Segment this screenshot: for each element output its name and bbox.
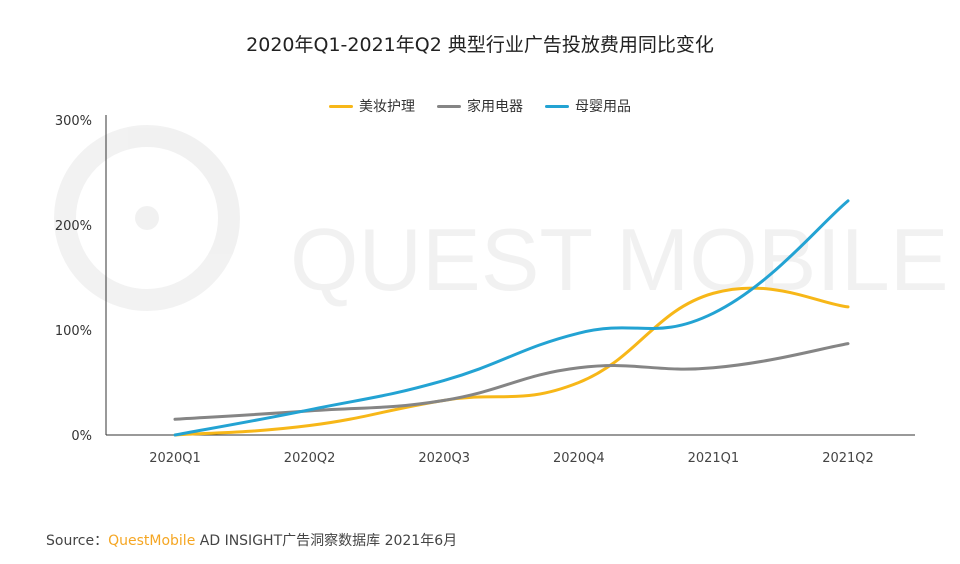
series-line-母婴用品 bbox=[173, 199, 850, 437]
x-tick-label: 2021Q1 bbox=[688, 451, 740, 466]
x-tick-label: 2020Q1 bbox=[149, 451, 201, 466]
legend-label: 美妆护理 bbox=[359, 99, 415, 115]
legend-label: 家用电器 bbox=[467, 99, 523, 115]
y-tick-label: 100% bbox=[55, 324, 92, 339]
legend-item-beauty[interactable]: 美妆护理 bbox=[329, 96, 415, 116]
source-brand: QuestMobile bbox=[108, 533, 196, 549]
y-tick-label: 200% bbox=[55, 219, 92, 234]
svg-text:QUEST MOBILE: QUEST MOBILE bbox=[290, 210, 949, 309]
x-tick-label: 2020Q2 bbox=[284, 451, 336, 466]
legend-item-baby[interactable]: 母婴用品 bbox=[545, 96, 631, 116]
series-line-美妆护理 bbox=[173, 286, 850, 437]
x-tick-label: 2020Q3 bbox=[418, 451, 470, 466]
legend-label: 母婴用品 bbox=[575, 99, 631, 115]
source-text: AD INSIGHT广告洞察数据库 2021年6月 bbox=[195, 533, 458, 549]
legend-swatch bbox=[545, 104, 569, 108]
chart-title: 2020年Q1-2021年Q2 典型行业广告投放费用同比变化 bbox=[246, 34, 714, 56]
source-note: Source：QuestMobile AD INSIGHT广告洞察数据库 202… bbox=[46, 530, 457, 550]
y-tick-label: 300% bbox=[55, 114, 92, 129]
legend: 美妆护理 家用电器 母婴用品 bbox=[0, 96, 960, 116]
legend-swatch bbox=[437, 104, 461, 108]
watermark: QUEST MOBILE bbox=[54, 125, 949, 311]
y-tick-label: 0% bbox=[71, 429, 92, 444]
legend-swatch bbox=[329, 104, 353, 108]
legend-item-appliances[interactable]: 家用电器 bbox=[437, 96, 523, 116]
x-tick-label: 2021Q2 bbox=[822, 451, 874, 466]
source-label: Source： bbox=[46, 533, 109, 549]
x-tick-label: 2020Q4 bbox=[553, 451, 605, 466]
